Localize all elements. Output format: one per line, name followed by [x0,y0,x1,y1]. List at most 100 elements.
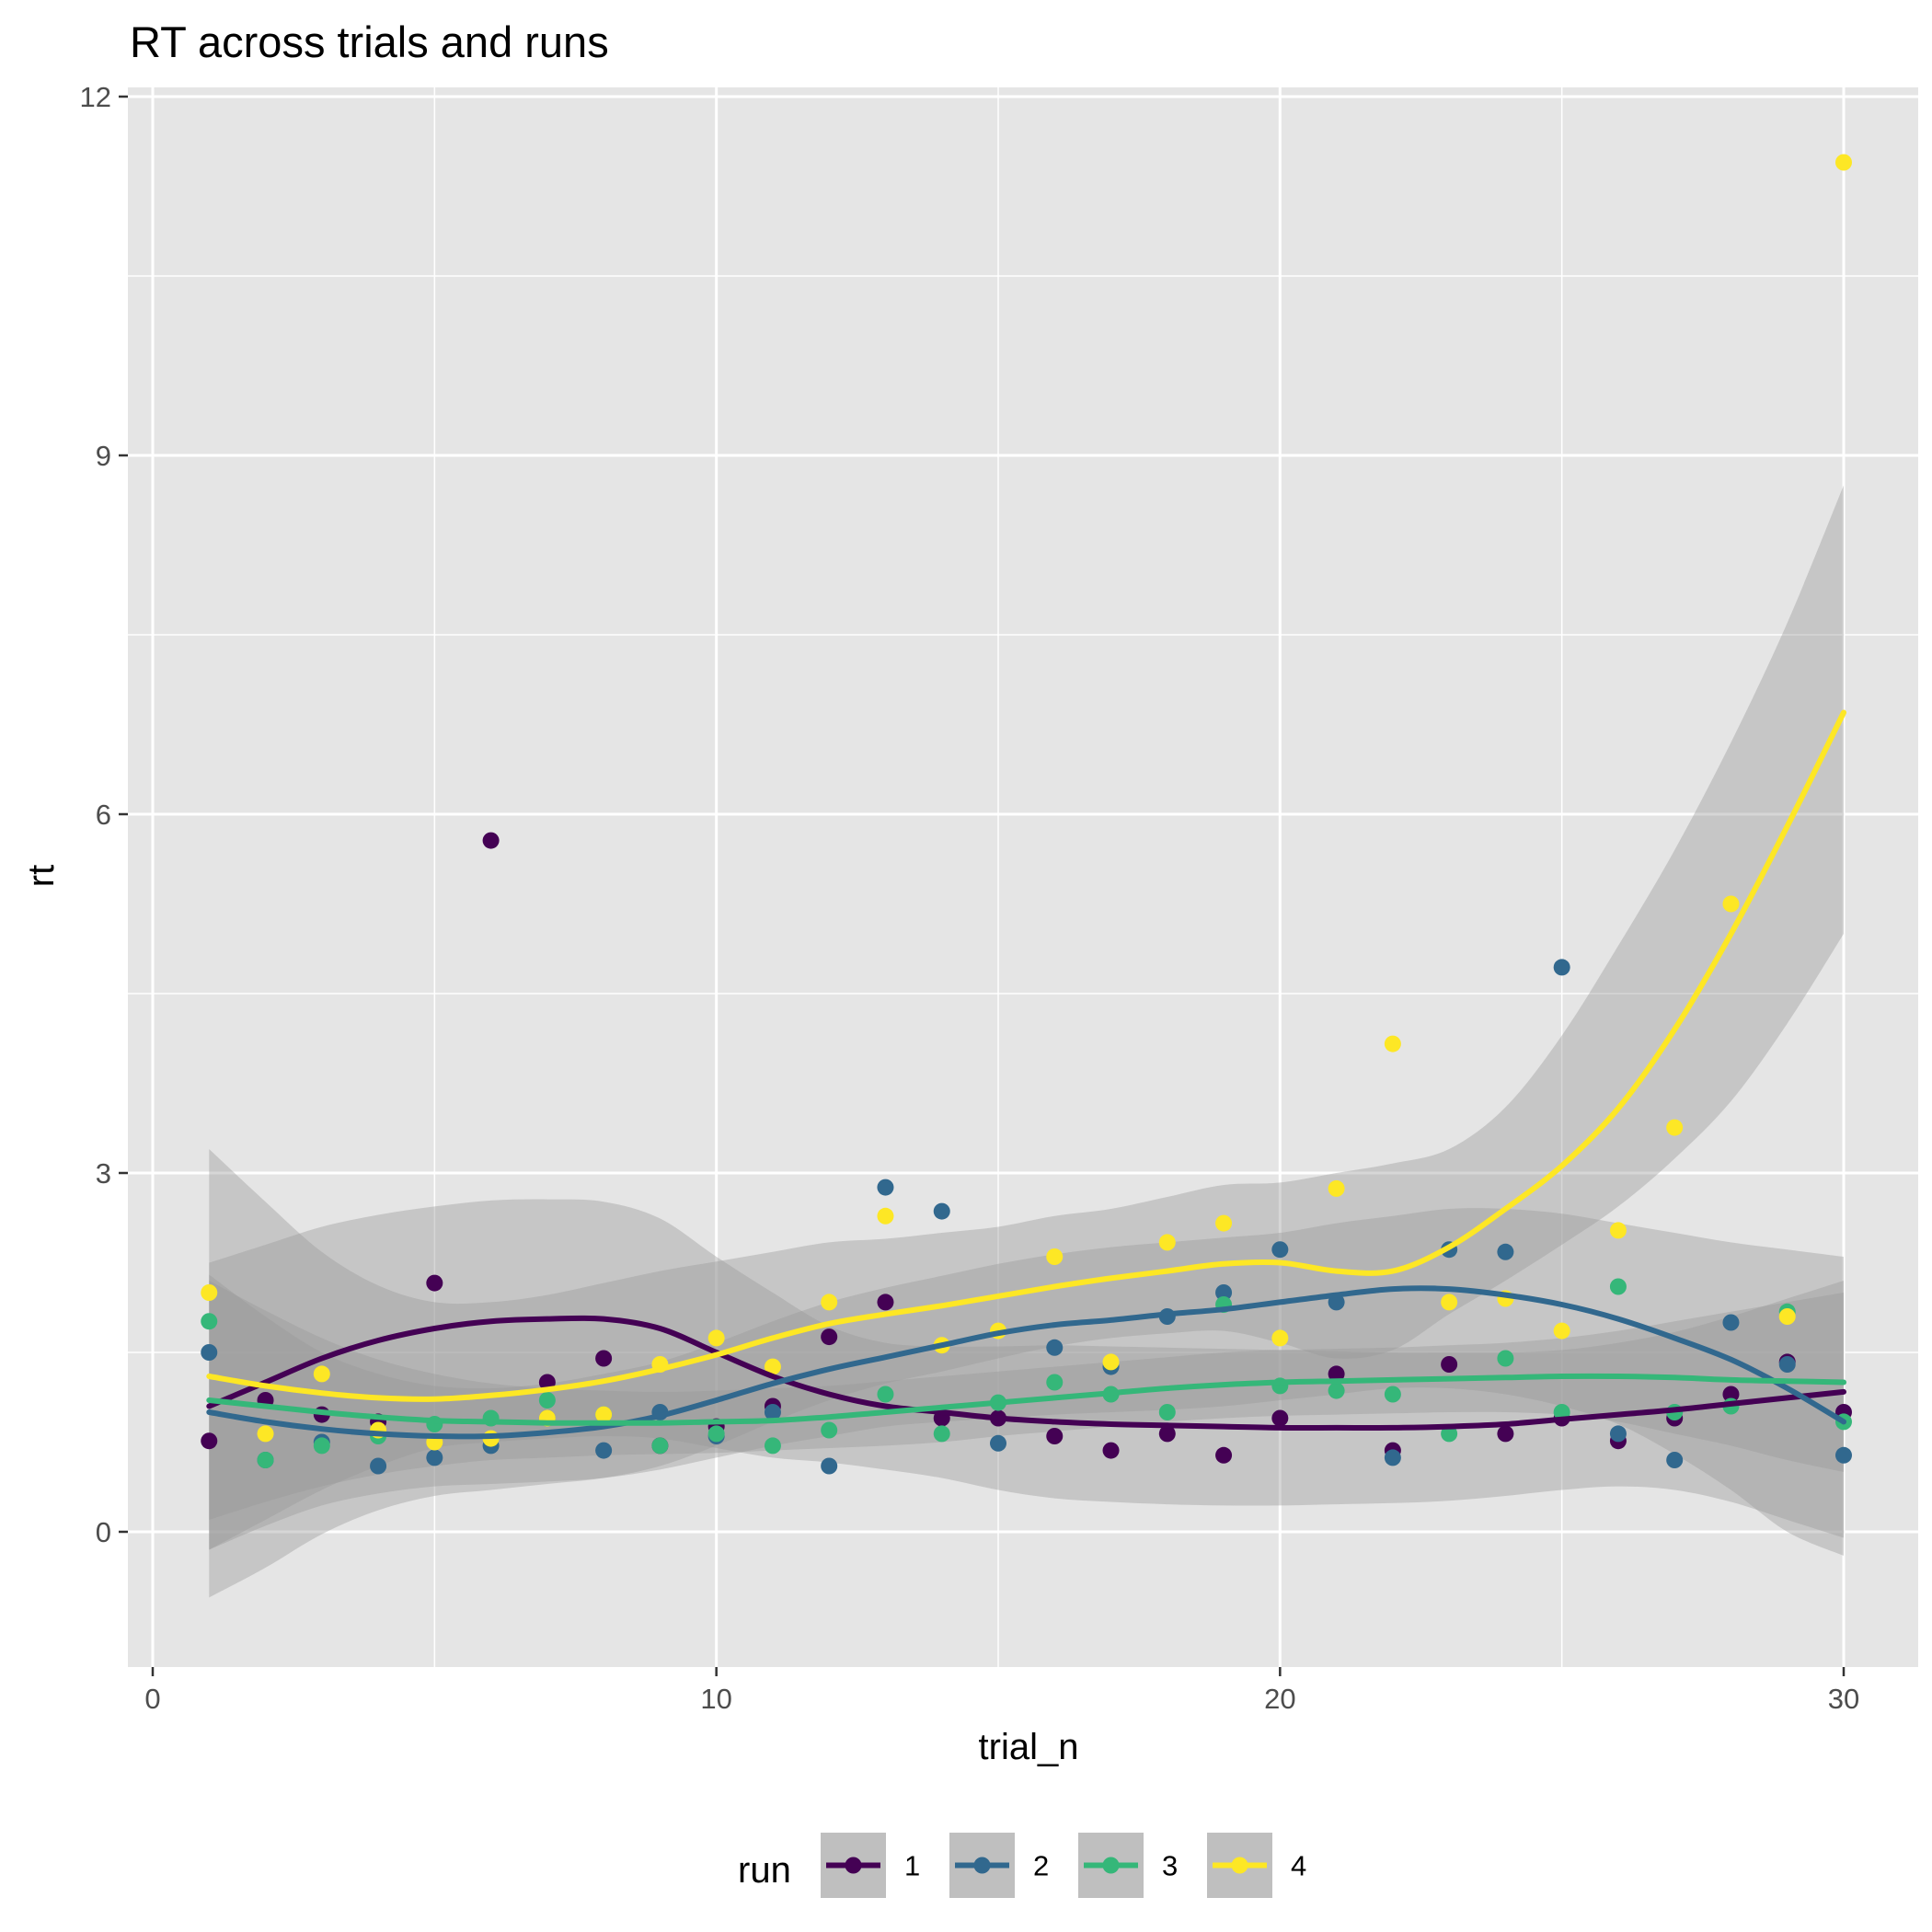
data-point-run-3 [1497,1350,1514,1367]
legend-item-run-3: 3 [1078,1833,1178,1898]
data-point-run-4 [1778,1308,1796,1325]
data-point-run-4 [1384,1035,1401,1052]
data-points [201,154,1852,1475]
data-point-run-2 [1384,1449,1401,1466]
axis-ticks: 0 10 20 30 0 3 6 9 12 [80,81,1860,1715]
data-point-run-2 [1497,1243,1514,1260]
smooth-line-run-2 [206,1285,1846,1440]
data-point-run-2 [990,1434,1006,1452]
data-point-run-1 [1046,1428,1064,1444]
data-point-run-4 [257,1425,274,1443]
data-point-run-2 [1722,1314,1740,1331]
smooth-line-run-3 [206,1373,1846,1426]
data-point-run-2 [1271,1241,1289,1259]
data-point-run-3 [257,1452,274,1468]
data-point-run-2 [1609,1425,1627,1443]
data-point-run-1 [426,1274,443,1292]
x-tick-label: 30 [1828,1683,1859,1715]
y-axis-title: rt [21,865,62,887]
data-point-run-4 [1609,1222,1627,1239]
y-tick-label: 12 [80,81,111,113]
data-point-run-4 [1328,1179,1345,1197]
data-point-run-2 [201,1344,218,1361]
y-tick-label: 0 [96,1516,111,1548]
data-point-run-4 [1215,1214,1233,1232]
data-point-run-2 [1778,1356,1796,1373]
data-point-run-2 [426,1449,443,1466]
data-point-run-4 [201,1284,218,1301]
data-point-run-4 [1046,1248,1064,1265]
data-point-run-4 [1102,1353,1120,1371]
x-tick-label: 10 [700,1683,731,1715]
legend: run 1 2 3 4 [738,1833,1306,1898]
data-point-run-3 [707,1425,725,1443]
data-point-run-1 [877,1294,894,1311]
data-point-run-1 [1215,1446,1233,1464]
data-point-run-2 [1215,1284,1233,1301]
legend-key-point [973,1857,991,1874]
legend-key-point [1102,1857,1120,1874]
data-point-run-1 [1497,1425,1514,1443]
data-point-run-4 [877,1207,894,1225]
x-tick-label: 20 [1264,1683,1295,1715]
confidence-band-run-1 [209,1199,1844,1550]
data-point-run-2 [1666,1452,1684,1468]
data-point-run-4 [595,1406,613,1423]
grid-lines [128,87,1918,1667]
data-point-run-2 [1046,1339,1064,1356]
legend-key-point [1231,1857,1248,1874]
data-point-run-4 [1722,895,1740,913]
data-point-run-3 [764,1437,781,1455]
legend-label: 1 [904,1850,920,1882]
legend-label: 4 [1291,1850,1306,1882]
legend-key-point [845,1857,862,1874]
data-point-run-2 [370,1457,387,1475]
legend-title: run [738,1850,791,1891]
chart-title: RT across trials and runs [130,17,609,66]
plot-panel [128,87,1918,1667]
data-point-run-3 [1158,1404,1176,1420]
data-point-run-3 [1328,1382,1345,1399]
data-point-run-2 [877,1179,894,1196]
data-point-run-4 [821,1294,838,1311]
data-point-run-1 [1158,1425,1176,1443]
legend-item-run-2: 2 [949,1833,1049,1898]
data-point-run-2 [933,1202,950,1220]
data-point-run-3 [877,1386,894,1403]
smooth-line-run-4 [206,709,1846,1402]
data-point-run-2 [764,1404,781,1420]
x-tick-label: 0 [144,1683,160,1715]
legend-label: 2 [1033,1850,1049,1882]
data-point-run-1 [1722,1386,1740,1403]
data-point-run-2 [1553,959,1570,976]
data-point-run-1 [1328,1365,1345,1383]
legend-label: 3 [1162,1850,1178,1882]
data-point-run-3 [313,1437,330,1455]
data-point-run-1 [1102,1442,1120,1459]
data-point-run-4 [1158,1234,1176,1251]
data-point-run-4 [1666,1119,1684,1136]
data-point-run-3 [1609,1278,1627,1295]
data-point-run-3 [821,1421,838,1439]
data-point-run-4 [1441,1294,1458,1311]
x-axis-title: trial_n [979,1727,1079,1767]
y-tick-label: 3 [96,1157,111,1190]
data-point-run-1 [821,1328,838,1346]
data-point-run-3 [1384,1386,1401,1403]
smooth-line-run-1 [206,1315,1846,1431]
data-point-run-2 [1835,1446,1852,1464]
legend-item-run-1: 1 [821,1833,920,1898]
data-point-run-3 [1046,1374,1064,1391]
data-point-run-2 [821,1457,838,1475]
legend-item-run-4: 4 [1207,1833,1306,1898]
data-point-run-3 [651,1437,669,1455]
data-point-run-4 [1835,154,1852,171]
data-point-run-3 [933,1425,950,1443]
data-point-run-1 [482,832,500,849]
data-point-run-4 [707,1329,725,1347]
data-point-run-1 [1441,1356,1458,1373]
data-point-run-4 [1271,1329,1289,1347]
confidence-band-run-2 [209,1208,1844,1556]
y-tick-label: 6 [96,799,111,831]
